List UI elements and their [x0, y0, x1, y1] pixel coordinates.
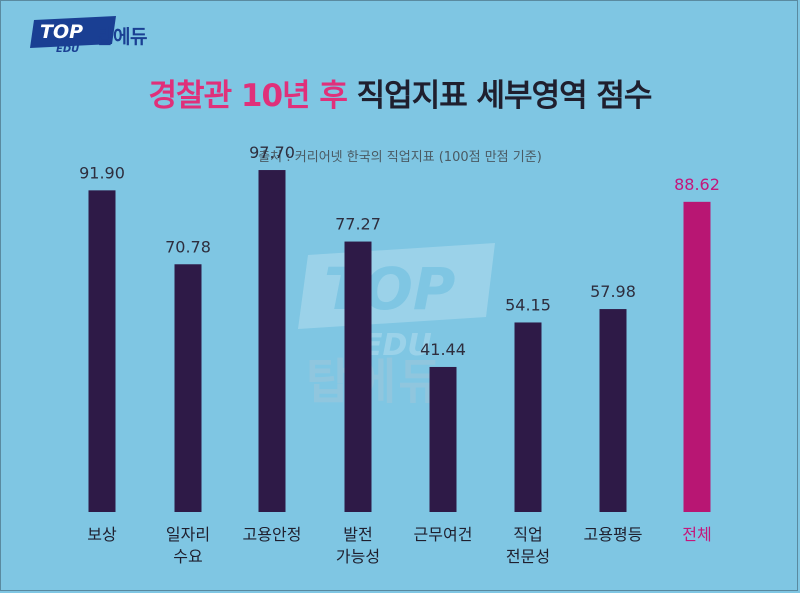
title-rest: 직업지표 세부영역 점수 — [356, 78, 653, 114]
bar-8 — [683, 201, 711, 512]
bar-3 — [258, 170, 286, 513]
value-label-3: 97.70 — [249, 143, 295, 162]
title-highlight: 경찰관 10년 후 — [148, 78, 348, 114]
watermark-sub: EDU — [362, 328, 432, 363]
category-label-6: 직업 — [513, 525, 542, 544]
category-label-4: 발전 — [343, 525, 372, 544]
value-label-2: 70.78 — [165, 237, 211, 256]
category-label-5: 근무여건 — [414, 525, 473, 544]
value-label-5: 41.44 — [420, 340, 466, 359]
bar-4 — [344, 241, 372, 512]
category-label-2: 일자리 — [166, 525, 210, 544]
bar-7 — [599, 309, 627, 512]
category-label-3: 고용안정 — [243, 525, 302, 544]
value-label-1: 91.90 — [79, 163, 125, 182]
bar-2 — [174, 264, 202, 512]
category-label-2-line2: 수요 — [173, 547, 202, 566]
bar-6 — [514, 322, 542, 512]
category-label-8: 전체 — [682, 525, 711, 544]
category-label-7: 고용평등 — [584, 525, 643, 544]
top-edu-logo: TOP EDU — [30, 16, 116, 54]
bar-5 — [429, 366, 457, 512]
watermark-name: 탑에듀 — [306, 354, 445, 410]
value-label-7: 57.98 — [590, 282, 636, 301]
logo-sub: EDU — [56, 44, 79, 54]
category-label-1: 보상 — [87, 525, 117, 544]
value-label-4: 77.27 — [335, 215, 381, 234]
category-label-6-line2: 전문성 — [506, 547, 550, 566]
logo-name: 탑에듀 — [96, 26, 147, 48]
value-label-6: 54.15 — [505, 295, 551, 314]
value-label-8: 88.62 — [674, 175, 720, 194]
category-label-4-line2: 가능성 — [336, 547, 380, 566]
logo-mark: TOP — [40, 21, 83, 43]
chart-title: 경찰관 10년 후 직업지표 세부영역 점수 — [0, 70, 800, 115]
chart-source: 출처 : 커리어넷 한국의 직업지표 (100점 만점 기준) — [258, 150, 542, 165]
bar-1 — [88, 190, 116, 512]
